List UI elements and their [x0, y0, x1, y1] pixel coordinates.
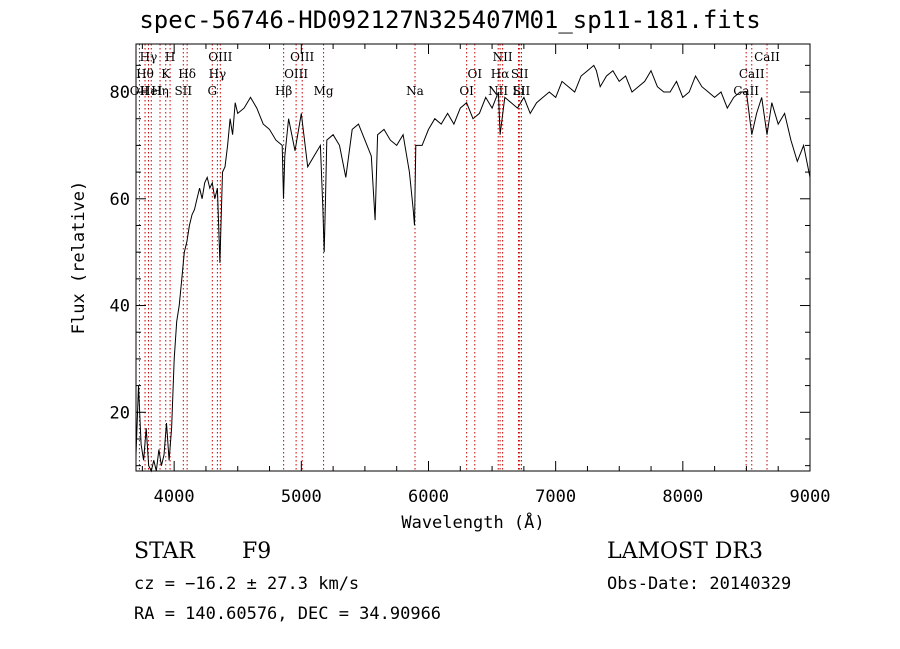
- line-label-8: Hδ: [178, 67, 196, 81]
- line-label-2: Hγ: [140, 50, 158, 64]
- line-label-12: Hβ: [275, 84, 292, 98]
- class-label: STAR: [134, 539, 195, 564]
- line-label-25: CaII: [733, 84, 759, 98]
- y-tick-label-1: 40: [110, 297, 130, 317]
- line-label-17: OI: [459, 84, 474, 98]
- line-label-22: Li: [513, 84, 525, 98]
- line-label-20: Hα: [491, 67, 510, 81]
- cz-text: cz = −16.2 ± 27.3 km/s: [134, 574, 360, 594]
- subclass-label: F9: [242, 539, 272, 564]
- line-label-14: OIII: [290, 50, 314, 64]
- axes: 4000 5000 6000 7000 8000 9000 20 40 60 80 Waveleng…: [69, 44, 830, 533]
- spectrum-line-0: [135, 64, 811, 473]
- line-label-3: HeI: [140, 84, 163, 98]
- y-tick-label-3: 80: [110, 83, 130, 103]
- y-axis-label: Flux (relative): [69, 181, 89, 335]
- line-label-13: OIII: [284, 67, 308, 81]
- line-label-9: G: [208, 84, 218, 98]
- line-label-26: CaII: [739, 67, 765, 81]
- line-label-21: NII: [493, 50, 513, 64]
- x-tick-label-5: 9000: [790, 487, 831, 507]
- line-label-4: Hη: [151, 84, 169, 98]
- spectral-line-markers: [138, 44, 768, 471]
- line-label-24: SII: [513, 84, 531, 98]
- coords-text: RA = 140.60576, DEC = 34.90966: [134, 604, 442, 624]
- line-label-1: Hθ: [136, 67, 154, 81]
- line-label-11: OIII: [208, 50, 232, 64]
- y-tick-label-0: 20: [110, 403, 130, 423]
- line-label-16: Na: [406, 84, 424, 98]
- line-label-19: NII: [488, 84, 508, 98]
- y-tick-label-2: 60: [110, 190, 130, 210]
- x-tick-label-2: 6000: [408, 487, 449, 507]
- line-label-15: Mg: [314, 84, 334, 98]
- line-label-5: K: [161, 67, 171, 81]
- line-label-10: Hγ: [209, 67, 227, 81]
- line-label-27: CaII: [754, 50, 780, 64]
- x-tick-label-0: 4000: [154, 487, 195, 507]
- line-label-7: SII: [174, 84, 192, 98]
- line-label-0: OII: [130, 84, 150, 98]
- x-axis-label: Wavelength (Å): [401, 511, 544, 533]
- survey-label: LAMOST DR3: [607, 539, 763, 564]
- line-label-6: H: [165, 50, 175, 64]
- obs-date-text: Obs-Date: 20140329: [607, 574, 792, 594]
- chart-title: spec-56746-HD092127N325407M01_sp11-181.f…: [139, 6, 761, 34]
- x-tick-label-3: 7000: [535, 487, 576, 507]
- plot-frame: [135, 43, 811, 472]
- x-tick-label-4: 8000: [662, 487, 703, 507]
- spectrum-series: [135, 64, 811, 473]
- x-tick-label-1: 5000: [281, 487, 322, 507]
- line-label-18: OI: [467, 67, 482, 81]
- line-label-23: SII: [511, 67, 529, 81]
